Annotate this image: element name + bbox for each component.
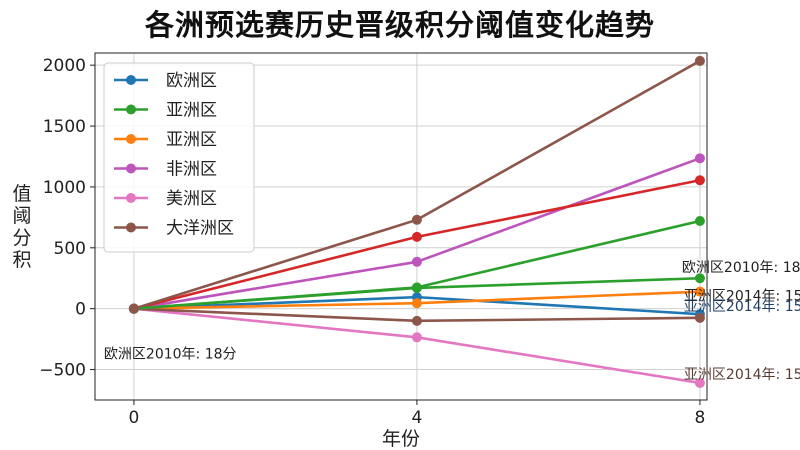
data-point [694,153,705,164]
legend-label: 欧洲区 [166,71,217,91]
legend-label: 非洲区 [166,160,217,180]
data-annotation: 欧洲区2010年: 18分 [104,347,237,363]
y-axis-label-char: 值 [12,183,31,205]
y-tick-label: 0 [75,300,86,320]
legend-marker [126,222,136,233]
legend-label: 亚洲区 [166,101,217,121]
data-point [694,312,705,323]
data-point [694,286,705,297]
legend-marker [126,193,136,203]
data-point [411,231,422,242]
data-point [411,256,422,267]
legend-item: 非洲区 [114,160,217,180]
series-layer [128,55,705,388]
x-tick-label: 4 [412,408,423,428]
y-tick-label: 500 [54,239,86,259]
data-point [694,175,705,186]
legend-item: 大洋洲区 [114,219,234,239]
data-point [411,282,422,293]
data-annotation: 亚洲区2014年: 15分 [684,289,800,305]
series-unlabeled [128,55,705,314]
chart-title: 各洲预选赛历史晋级积分阈值变化趋势 [144,8,655,42]
data-point [694,216,705,227]
data-point [694,377,705,388]
legend-item: 美洲区 [114,189,217,209]
y-tick-label: 1000 [43,178,86,198]
data-point [694,273,705,284]
data-point [411,214,422,225]
x-axis-label: 年份 [382,428,420,450]
y-tick-label: 2000 [43,56,86,76]
legend-label: 大洋洲区 [166,219,234,239]
legend-marker [126,163,136,174]
data-annotation: 亚洲区2014年: 15分 [684,367,800,383]
data-point [411,332,422,343]
plot-frame [94,52,708,401]
data-point [128,303,139,314]
data-annotation: 亚洲区2014年: 15分 [684,299,800,315]
x-tick-label: 8 [695,408,706,428]
legend-label: 美洲区 [166,189,217,209]
legend-label: 亚洲区 [166,130,217,150]
legend-item: 亚洲区 [114,130,217,150]
data-point [694,55,705,66]
legend-item: 亚洲区 [114,101,217,121]
y-axis-label-char: 分 [12,227,31,249]
legend-marker [126,75,136,85]
legend-marker [126,134,136,144]
legend-item: 欧洲区 [114,71,217,91]
x-tick-label: 0 [128,408,139,428]
data-point [411,298,422,309]
y-axis-label-char: 阈 [12,205,31,227]
x-ticks: 0 4 8 [128,400,705,428]
legend-marker [126,104,136,115]
y-axis-label-char: 积 [12,249,31,271]
data-point [411,315,422,326]
data-annotation: 欧洲区2010年: 18分 [682,260,800,276]
y-tick-label: 1500 [43,117,86,137]
y-tick-label: −500 [39,361,86,381]
y-ticks: −500 0 500 1000 1500 2000 [39,56,95,381]
